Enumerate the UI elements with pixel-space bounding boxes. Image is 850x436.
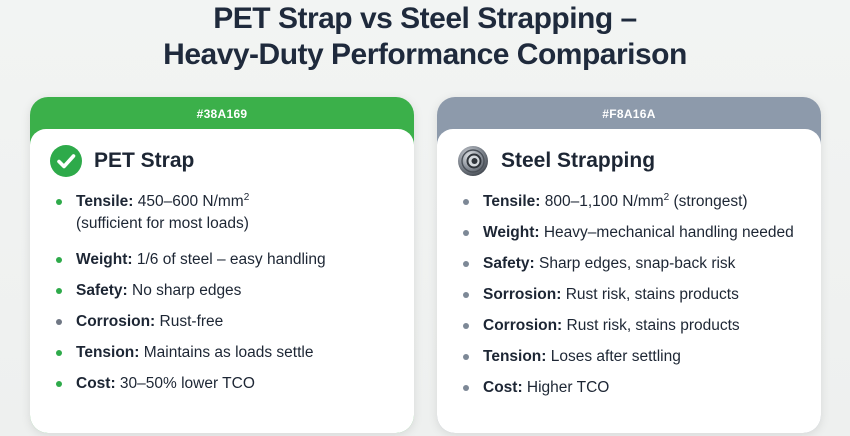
item-label: Weight:	[76, 251, 133, 268]
list-item: Sorrosion: Rust risk, stains products	[461, 284, 811, 306]
item-value-suffix: (strongest)	[669, 193, 748, 210]
item-label: Tensile:	[483, 193, 541, 210]
bullet	[463, 354, 469, 360]
list-item: Corrosion: Rust-free	[54, 311, 404, 333]
check-circle-icon	[50, 145, 82, 177]
item-label: Corrosion:	[483, 317, 563, 334]
list-item: Safety: Sharp edges, snap-back risk	[461, 253, 811, 275]
item-value: 30–50% lower TCO	[119, 375, 255, 392]
item-label: Weight:	[483, 224, 540, 241]
steel-card-header: #F8A16A	[602, 107, 656, 121]
item-label: Tension:	[483, 348, 547, 365]
bullet	[463, 230, 469, 236]
steel-coil-icon	[457, 145, 489, 177]
item-label: Cost:	[76, 375, 116, 392]
bullet	[56, 288, 62, 294]
bullet	[56, 350, 62, 356]
item-value: Maintains as loads settle	[143, 344, 314, 361]
item-value: 800–1,100 N/mm	[544, 193, 664, 210]
list-item: Cost: Higher TCO	[461, 377, 811, 399]
item-value: Rust risk, stains products	[565, 286, 739, 303]
pet-card-title: PET Strap	[94, 149, 195, 172]
bullet	[463, 323, 469, 329]
list-item: Tensile: 800–1,100 N/mm2 (strongest)	[461, 191, 811, 213]
bullet	[56, 381, 62, 387]
item-value: Loses after settling	[550, 348, 681, 365]
item-value: Heavy–mechanical handling needed	[543, 224, 794, 241]
steel-strapping-card: #F8A16A Steel Str	[437, 97, 821, 433]
steel-card-title: Steel Strapping	[501, 149, 656, 172]
bullet	[463, 261, 469, 267]
list-item: Weight: Heavy–mechanical handling needed	[461, 222, 811, 244]
bullet	[463, 292, 469, 298]
page-title-line-1: PET Strap vs Steel Strapping –	[213, 2, 637, 35]
item-value: Rust-free	[159, 313, 224, 330]
list-item: Tension: Maintains as loads settle	[54, 342, 404, 364]
item-value: Sharp edges, snap-back risk	[539, 255, 736, 272]
bullet	[56, 257, 62, 263]
list-item: Cost: 30–50% lower TCO	[54, 373, 404, 395]
item-label: Cost:	[483, 379, 523, 396]
item-label: Sorrosion:	[483, 286, 562, 303]
list-item: Safety: No sharp edges	[54, 280, 404, 302]
item-superscript: 2	[243, 191, 250, 203]
pet-card-header: #38A169	[196, 107, 248, 121]
item-value: Rust risk, stains products	[566, 317, 740, 334]
list-item: Tensile: 450–600 N/mm2 (sufficient for m…	[54, 191, 404, 235]
item-label: Tensile:	[76, 193, 134, 210]
pet-strap-card: #38A169 PET Strap Tensile: 450–600 N/mm2…	[30, 97, 414, 433]
bullet	[463, 199, 469, 205]
item-superscript: 2	[663, 191, 670, 203]
item-value: 1/6 of steel – easy handling	[136, 251, 326, 268]
list-item: Corrosion: Rust risk, stains products	[461, 315, 811, 337]
pet-card-title-row: PET Strap	[50, 143, 194, 179]
steel-card-title-row: Steel Strapping	[457, 143, 655, 179]
bullet	[56, 319, 62, 325]
item-label: Safety:	[76, 282, 128, 299]
item-label: Safety:	[483, 255, 535, 272]
item-label: Tension:	[76, 344, 140, 361]
item-value: No sharp edges	[132, 282, 242, 299]
item-label: Corrosion:	[76, 313, 156, 330]
item-value: Higher TCO	[526, 379, 610, 396]
bullet	[463, 385, 469, 391]
item-value: 450–600 N/mm	[137, 193, 244, 210]
page-title-line-2: Heavy-Duty Performance Comparison	[163, 38, 687, 71]
list-item: Weight: 1/6 of steel – easy handling	[54, 249, 404, 271]
list-item: Tension: Loses after settling	[461, 346, 811, 368]
steel-feature-list: Tensile: 800–1,100 N/mm2 (strongest) Wei…	[461, 191, 811, 399]
item-value-continued: (sufficient for most loads)	[76, 215, 249, 232]
steel-card-body: Steel Strapping Tensile: 800–1,100 N/mm2…	[437, 129, 821, 433]
bullet	[56, 199, 62, 205]
pet-card-body: PET Strap Tensile: 450–600 N/mm2 (suffic…	[30, 129, 414, 433]
pet-feature-list: Tensile: 450–600 N/mm2 (sufficient for m…	[54, 191, 404, 395]
